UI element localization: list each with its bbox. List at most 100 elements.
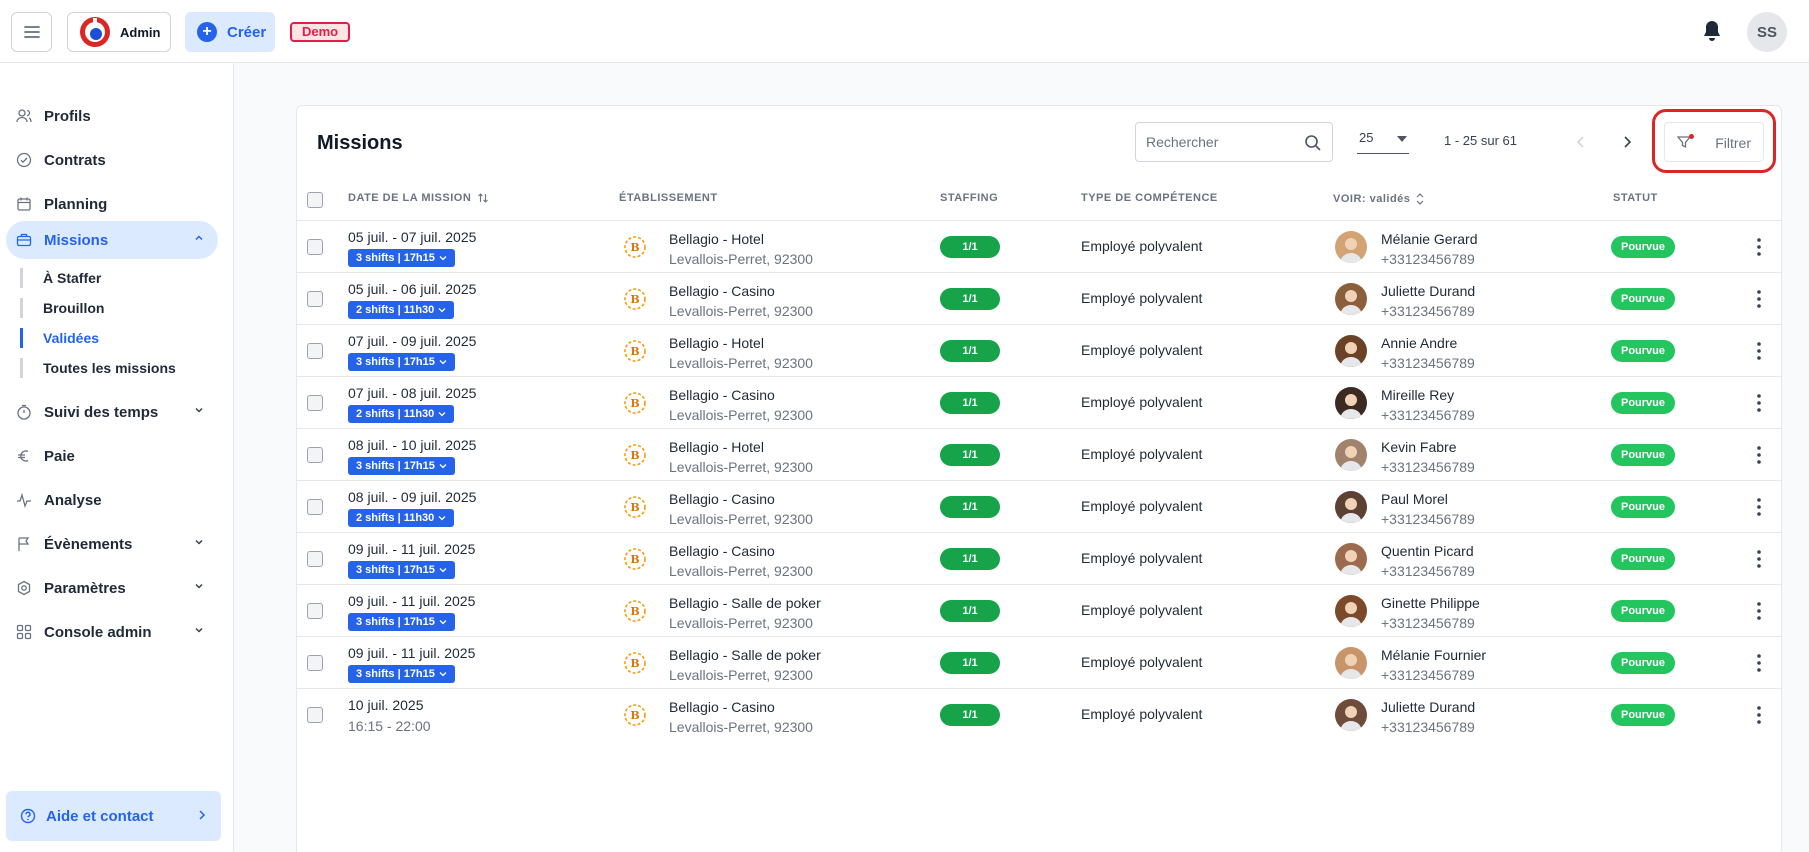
- establishment-name[interactable]: Bellagio - Salle de poker: [669, 647, 821, 663]
- search-input[interactable]: [1146, 134, 1296, 150]
- help-contact-button[interactable]: Aide et contact: [6, 791, 221, 841]
- avatar[interactable]: [1335, 335, 1367, 367]
- establishment-name[interactable]: Bellagio - Casino: [669, 283, 775, 299]
- table-row[interactable]: 07 juil. - 09 juil. 2025 3 shifts | 17h1…: [297, 324, 1781, 376]
- table-row[interactable]: 08 juil. - 10 juil. 2025 3 shifts | 17h1…: [297, 428, 1781, 480]
- avatar[interactable]: [1335, 647, 1367, 679]
- sidebar-item-missions[interactable]: Missions: [6, 221, 218, 259]
- chevron-right-icon: [199, 810, 206, 820]
- worker-name[interactable]: Kevin Fabre: [1381, 439, 1457, 455]
- establishment-name[interactable]: Bellagio - Casino: [669, 543, 775, 559]
- establishment-name[interactable]: Bellagio - Hotel: [669, 335, 764, 351]
- select-all-checkbox[interactable]: [307, 192, 323, 208]
- row-checkbox[interactable]: [307, 655, 323, 671]
- sidebar-item-analyse[interactable]: Analyse: [6, 481, 218, 519]
- sidebar-item-evenements[interactable]: Évènements: [6, 525, 218, 563]
- row-actions-button[interactable]: [1747, 495, 1771, 519]
- sidebar-item-profils[interactable]: Profils: [6, 97, 218, 135]
- column-voir-valides[interactable]: VOIR: validés: [1333, 192, 1424, 206]
- row-actions-button[interactable]: [1747, 443, 1771, 467]
- sidebar-item-suivi-des-temps[interactable]: Suivi des temps: [6, 393, 218, 431]
- previous-page-button[interactable]: [1569, 130, 1593, 154]
- search-box[interactable]: [1135, 122, 1333, 162]
- avatar[interactable]: [1335, 283, 1367, 315]
- avatar[interactable]: [1335, 491, 1367, 523]
- worker-name[interactable]: Mélanie Gerard: [1381, 231, 1478, 247]
- worker-phone: +33123456789: [1381, 563, 1475, 579]
- table-row[interactable]: 09 juil. - 11 juil. 2025 3 shifts | 17h1…: [297, 636, 1781, 688]
- shift-chip[interactable]: 3 shifts | 17h15: [348, 353, 455, 371]
- worker-name[interactable]: Paul Morel: [1381, 491, 1448, 507]
- shift-chip[interactable]: 2 shifts | 11h30: [348, 301, 455, 319]
- row-checkbox[interactable]: [307, 551, 323, 567]
- row-actions-button[interactable]: [1747, 235, 1771, 259]
- row-actions-button[interactable]: [1747, 651, 1771, 675]
- menu-button[interactable]: [11, 12, 52, 52]
- shift-chip[interactable]: 3 shifts | 17h15: [348, 665, 455, 683]
- row-actions-button[interactable]: [1747, 547, 1771, 571]
- column-date[interactable]: DATE DE LA MISSION: [348, 192, 489, 204]
- worker-name[interactable]: Juliette Durand: [1381, 699, 1476, 715]
- sidebar-subitem-a-staffer[interactable]: À Staffer: [20, 268, 101, 288]
- sidebar-item-console-admin[interactable]: Console admin: [6, 613, 218, 651]
- row-checkbox[interactable]: [307, 707, 323, 723]
- table-row[interactable]: 09 juil. - 11 juil. 2025 3 shifts | 17h1…: [297, 584, 1781, 636]
- shift-chip[interactable]: 3 shifts | 17h15: [348, 561, 455, 579]
- table-row[interactable]: 08 juil. - 09 juil. 2025 2 shifts | 11h3…: [297, 480, 1781, 532]
- sidebar-subitem-toutes[interactable]: Toutes les missions: [20, 358, 176, 378]
- row-actions-button[interactable]: [1747, 339, 1771, 363]
- shift-chip[interactable]: 3 shifts | 17h15: [348, 613, 455, 631]
- create-button[interactable]: + Créer: [185, 12, 275, 52]
- avatar[interactable]: [1335, 231, 1367, 263]
- sidebar-item-parametres[interactable]: Paramètres: [6, 569, 218, 607]
- worker-name[interactable]: Mélanie Fournier: [1381, 647, 1487, 663]
- establishment-name[interactable]: Bellagio - Hotel: [669, 231, 764, 247]
- user-avatar[interactable]: SS: [1747, 12, 1787, 52]
- worker-name[interactable]: Ginette Philippe: [1381, 595, 1480, 611]
- worker-name[interactable]: Juliette Durand: [1381, 283, 1476, 299]
- row-checkbox[interactable]: [307, 395, 323, 411]
- table-row[interactable]: 09 juil. - 11 juil. 2025 3 shifts | 17h1…: [297, 532, 1781, 584]
- row-actions-button[interactable]: [1747, 287, 1771, 311]
- avatar[interactable]: [1335, 699, 1367, 731]
- sidebar-item-planning[interactable]: Planning: [6, 185, 218, 223]
- row-checkbox[interactable]: [307, 499, 323, 515]
- sidebar-item-paie[interactable]: Paie: [6, 437, 218, 475]
- table-row[interactable]: 05 juil. - 07 juil. 2025 3 shifts | 17h1…: [297, 220, 1781, 272]
- row-checkbox[interactable]: [307, 291, 323, 307]
- establishment-name[interactable]: Bellagio - Casino: [669, 699, 775, 715]
- row-actions-button[interactable]: [1747, 703, 1771, 727]
- sidebar-item-contrats[interactable]: Contrats: [6, 141, 218, 179]
- row-actions-button[interactable]: [1747, 599, 1771, 623]
- notification-button[interactable]: [1699, 18, 1725, 44]
- avatar[interactable]: [1335, 387, 1367, 419]
- avatar[interactable]: [1335, 595, 1367, 627]
- filter-button[interactable]: Filtrer: [1664, 122, 1764, 162]
- shift-chip[interactable]: 3 shifts | 17h15: [348, 249, 455, 267]
- worker-name[interactable]: Mireille Rey: [1381, 387, 1455, 403]
- row-checkbox[interactable]: [307, 343, 323, 359]
- table-row[interactable]: 05 juil. - 06 juil. 2025 2 shifts | 11h3…: [297, 272, 1781, 324]
- sidebar-subitem-brouillon[interactable]: Brouillon: [20, 298, 104, 318]
- worker-name[interactable]: Annie Andre: [1381, 335, 1458, 351]
- row-checkbox[interactable]: [307, 603, 323, 619]
- establishment-name[interactable]: Bellagio - Salle de poker: [669, 595, 821, 611]
- avatar[interactable]: [1335, 543, 1367, 575]
- next-page-button[interactable]: [1615, 130, 1639, 154]
- table-row[interactable]: 10 juil. 2025 16:15 - 22:00 B Bellagio -…: [297, 688, 1781, 740]
- per-page-select[interactable]: 25: [1357, 130, 1409, 154]
- sidebar-subitem-validees[interactable]: Validées: [20, 328, 99, 348]
- avatar[interactable]: [1335, 439, 1367, 471]
- row-checkbox[interactable]: [307, 447, 323, 463]
- shift-chip[interactable]: 3 shifts | 17h15: [348, 457, 455, 475]
- shift-chip[interactable]: 2 shifts | 11h30: [348, 509, 455, 527]
- table-row[interactable]: 07 juil. - 08 juil. 2025 2 shifts | 11h3…: [297, 376, 1781, 428]
- worker-name[interactable]: Quentin Picard: [1381, 543, 1474, 559]
- row-checkbox[interactable]: [307, 239, 323, 255]
- brand-switcher[interactable]: Admin: [67, 12, 171, 52]
- establishment-name[interactable]: Bellagio - Casino: [669, 387, 775, 403]
- establishment-name[interactable]: Bellagio - Casino: [669, 491, 775, 507]
- row-actions-button[interactable]: [1747, 391, 1771, 415]
- shift-chip[interactable]: 2 shifts | 11h30: [348, 405, 455, 423]
- establishment-name[interactable]: Bellagio - Hotel: [669, 439, 764, 455]
